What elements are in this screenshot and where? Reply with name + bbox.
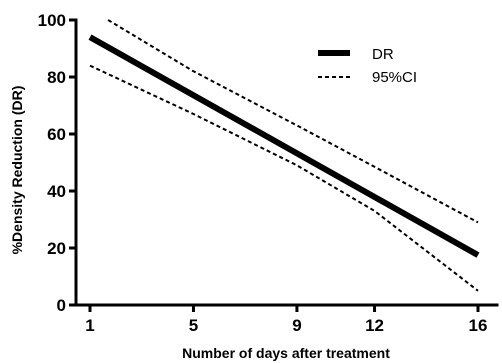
y-tick-label: 20 — [47, 239, 66, 258]
y-axis-title: %Density Reduction (DR) — [9, 86, 25, 255]
y-tick-label: 60 — [47, 125, 66, 144]
legend-label-ci: 95%CI — [372, 69, 417, 86]
x-tick-label: 5 — [189, 316, 198, 335]
x-tick-label: 12 — [365, 316, 384, 335]
series-line-dr — [88, 34, 480, 258]
y-ticks: 0 20 40 60 80 100 — [38, 11, 76, 315]
legend-label-dr: DR — [372, 46, 394, 63]
y-tick-label: 40 — [47, 182, 66, 201]
legend: DR 95%CI — [318, 46, 417, 86]
x-axis-title: Number of days after treatment — [182, 345, 390, 361]
x-tick-label: 1 — [85, 316, 94, 335]
series-layer — [88, 19, 480, 292]
x-tick-label: 16 — [469, 316, 488, 335]
y-tick-label: 0 — [57, 296, 66, 315]
x-ticks: 1 5 9 12 16 — [85, 305, 487, 335]
y-tick-label: 100 — [38, 11, 66, 30]
series-line-ci-1 — [107, 19, 479, 224]
x-tick-label: 9 — [292, 316, 301, 335]
series-line-ci-2 — [89, 64, 479, 292]
y-tick-label: 80 — [47, 68, 66, 87]
